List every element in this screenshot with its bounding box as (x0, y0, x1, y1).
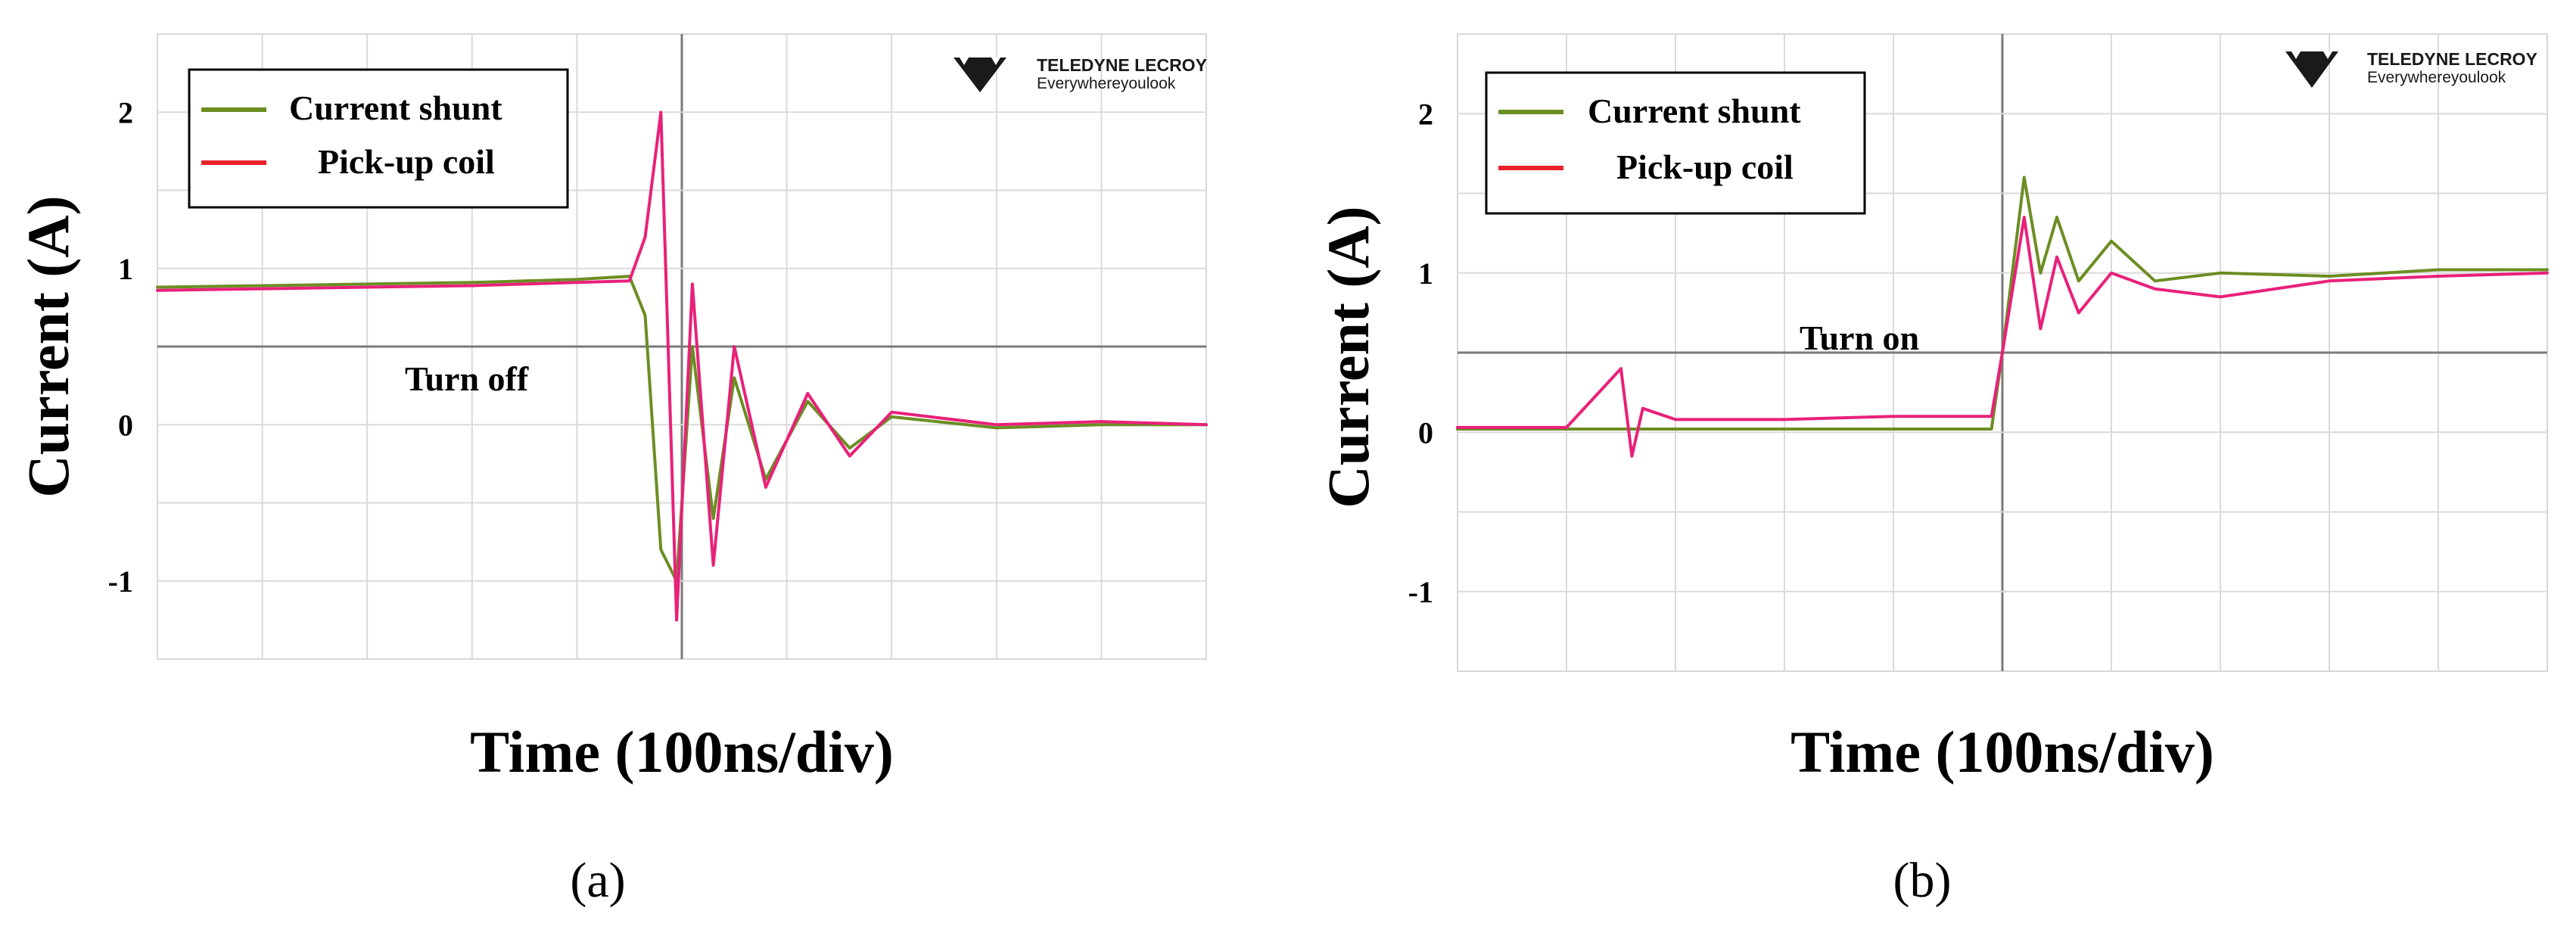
legend-box-a (188, 68, 569, 209)
x-axis-label-a: Time (100ns/div) (470, 719, 894, 785)
panel-label-a: (a) (570, 853, 625, 908)
legend-b: Current shunt Pick-up coil (1485, 71, 1866, 215)
legend-label-pick-up-coil: Pick-up coil (318, 142, 495, 181)
legend-box-b (1485, 71, 1866, 215)
y-tick-label: -1 (108, 564, 133, 599)
annotation-turn-off: Turn off (405, 359, 529, 398)
logo-mark-icon (2285, 51, 2338, 88)
panel-b: 2 1 0 -1 Turn on Current shunt Pick-up coil… (1315, 33, 2549, 908)
logo-mark-icon (954, 58, 1006, 92)
y-tick-label: -1 (1408, 575, 1433, 609)
y-tick-label: 2 (1418, 97, 1433, 131)
logo-sub-text: Everywhereyoulook (1037, 75, 1176, 92)
series-line-pick-up-coil (156, 110, 1208, 622)
y-axis-label-a: Current (A) (15, 195, 81, 497)
series-group-b (1456, 176, 2549, 458)
y-tick-label: 1 (118, 252, 133, 286)
legend-label-current-shunt: Current shunt (1588, 92, 1801, 130)
series-group-a (156, 110, 1208, 622)
y-tick-label: 2 (118, 95, 133, 129)
legend-a: Current shunt Pick-up coil (188, 68, 569, 209)
logo-main-text: TELEDYNE LECROY (2367, 49, 2537, 69)
series-line-current-shunt (156, 275, 1208, 583)
x-axis-label-b: Time (100ns/div) (1790, 719, 2214, 785)
legend-label-current-shunt: Current shunt (289, 89, 502, 127)
legend-label-pick-up-coil: Pick-up coil (1616, 148, 1794, 186)
y-axis-label-b: Current (A) (1315, 206, 1381, 508)
panel-a: 2 1 0 -1 Turn off Current shunt Pick-up coi… (15, 33, 1208, 908)
logo-main-text: TELEDYNE LECROY (1037, 55, 1207, 75)
y-tick-label: 0 (118, 408, 133, 442)
teledyne-lecroy-logo-b: TELEDYNE LECROY Everywhereyoulook (2285, 49, 2537, 88)
annotation-turn-on: Turn on (1800, 319, 1919, 357)
y-tick-labels-b: 2 1 0 -1 (1408, 97, 1433, 609)
logo-sub-text: Everywhereyoulook (2367, 69, 2506, 86)
y-tick-label: 1 (1418, 257, 1433, 291)
series-line-current-shunt (1456, 176, 2549, 431)
y-tick-labels-a: 2 1 0 -1 (108, 95, 133, 599)
series-line-pick-up-coil (1456, 216, 2549, 458)
y-tick-label: 0 (1418, 415, 1433, 449)
panel-label-b: (b) (1893, 853, 1952, 908)
teledyne-lecroy-logo-a: TELEDYNE LECROY Everywhereyoulook (954, 55, 1207, 92)
